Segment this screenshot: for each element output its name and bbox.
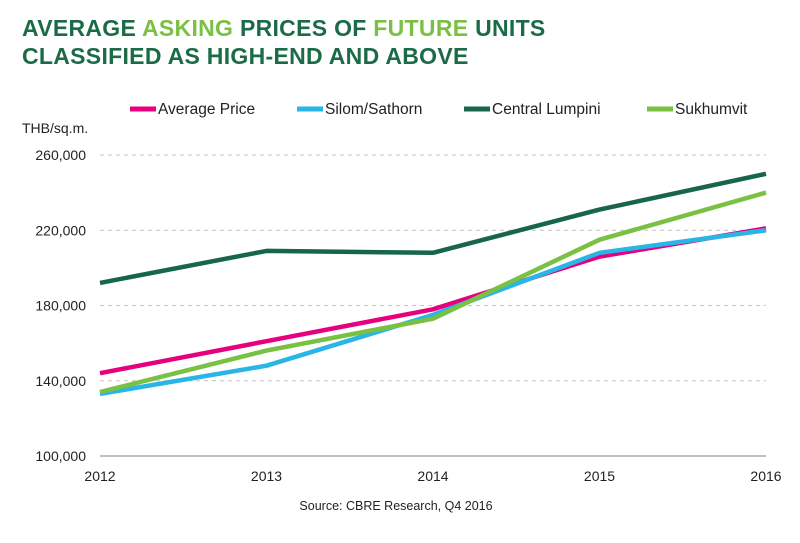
x-tick-label: 2015 — [584, 468, 615, 484]
series-line-sukhumvit — [99, 190, 767, 395]
title-line-2: CLASSIFIED AS HIGH-END AND ABOVE — [22, 43, 469, 69]
title-line-1: AVERAGE ASKING PRICES OF FUTURE UNITS — [22, 14, 546, 42]
legend-label: Silom/Sathorn — [325, 101, 422, 118]
y-axis-ticks: 100,000 140,000 180,000 220,000 260,000 — [35, 147, 86, 464]
legend-label: Sukhumvit — [675, 101, 748, 118]
y-tick-label: 180,000 — [35, 298, 86, 314]
title-text: UNITS — [468, 15, 546, 41]
y-tick-label: 140,000 — [35, 373, 86, 389]
x-axis-ticks: 2012 2013 2014 2015 2016 — [84, 468, 781, 484]
series-line-silom-sathorn — [99, 228, 767, 397]
x-tick-label: 2014 — [417, 468, 448, 484]
grid-lines — [100, 154, 766, 457]
y-tick-label: 100,000 — [35, 448, 86, 464]
y-tick-label: 220,000 — [35, 222, 86, 238]
x-tick-label: 2013 — [251, 468, 282, 484]
legend: Average Price Silom/Sathorn Central Lumpin… — [130, 101, 748, 118]
y-axis-unit-label: THB/sq.m. — [22, 120, 88, 136]
x-tick-label: 2012 — [84, 468, 115, 484]
legend-label: Average Price — [158, 101, 255, 118]
x-tick-label: 2016 — [750, 468, 781, 484]
series-line-central-lumpini — [99, 171, 767, 286]
y-tick-label: 260,000 — [35, 147, 86, 163]
source-note: Source: CBRE Research, Q4 2016 — [299, 499, 492, 513]
title-text: PRICES OF — [233, 15, 374, 41]
title-highlight: ASKING — [141, 15, 234, 41]
chart-title: AVERAGE ASKING PRICES OF FUTURE UNITS CL… — [22, 14, 546, 70]
series-lines — [99, 171, 767, 397]
title-text: AVERAGE — [22, 15, 142, 41]
legend-label: Central Lumpini — [492, 101, 601, 118]
title-highlight: FUTURE — [373, 15, 469, 41]
series-line-average-price — [99, 226, 767, 376]
